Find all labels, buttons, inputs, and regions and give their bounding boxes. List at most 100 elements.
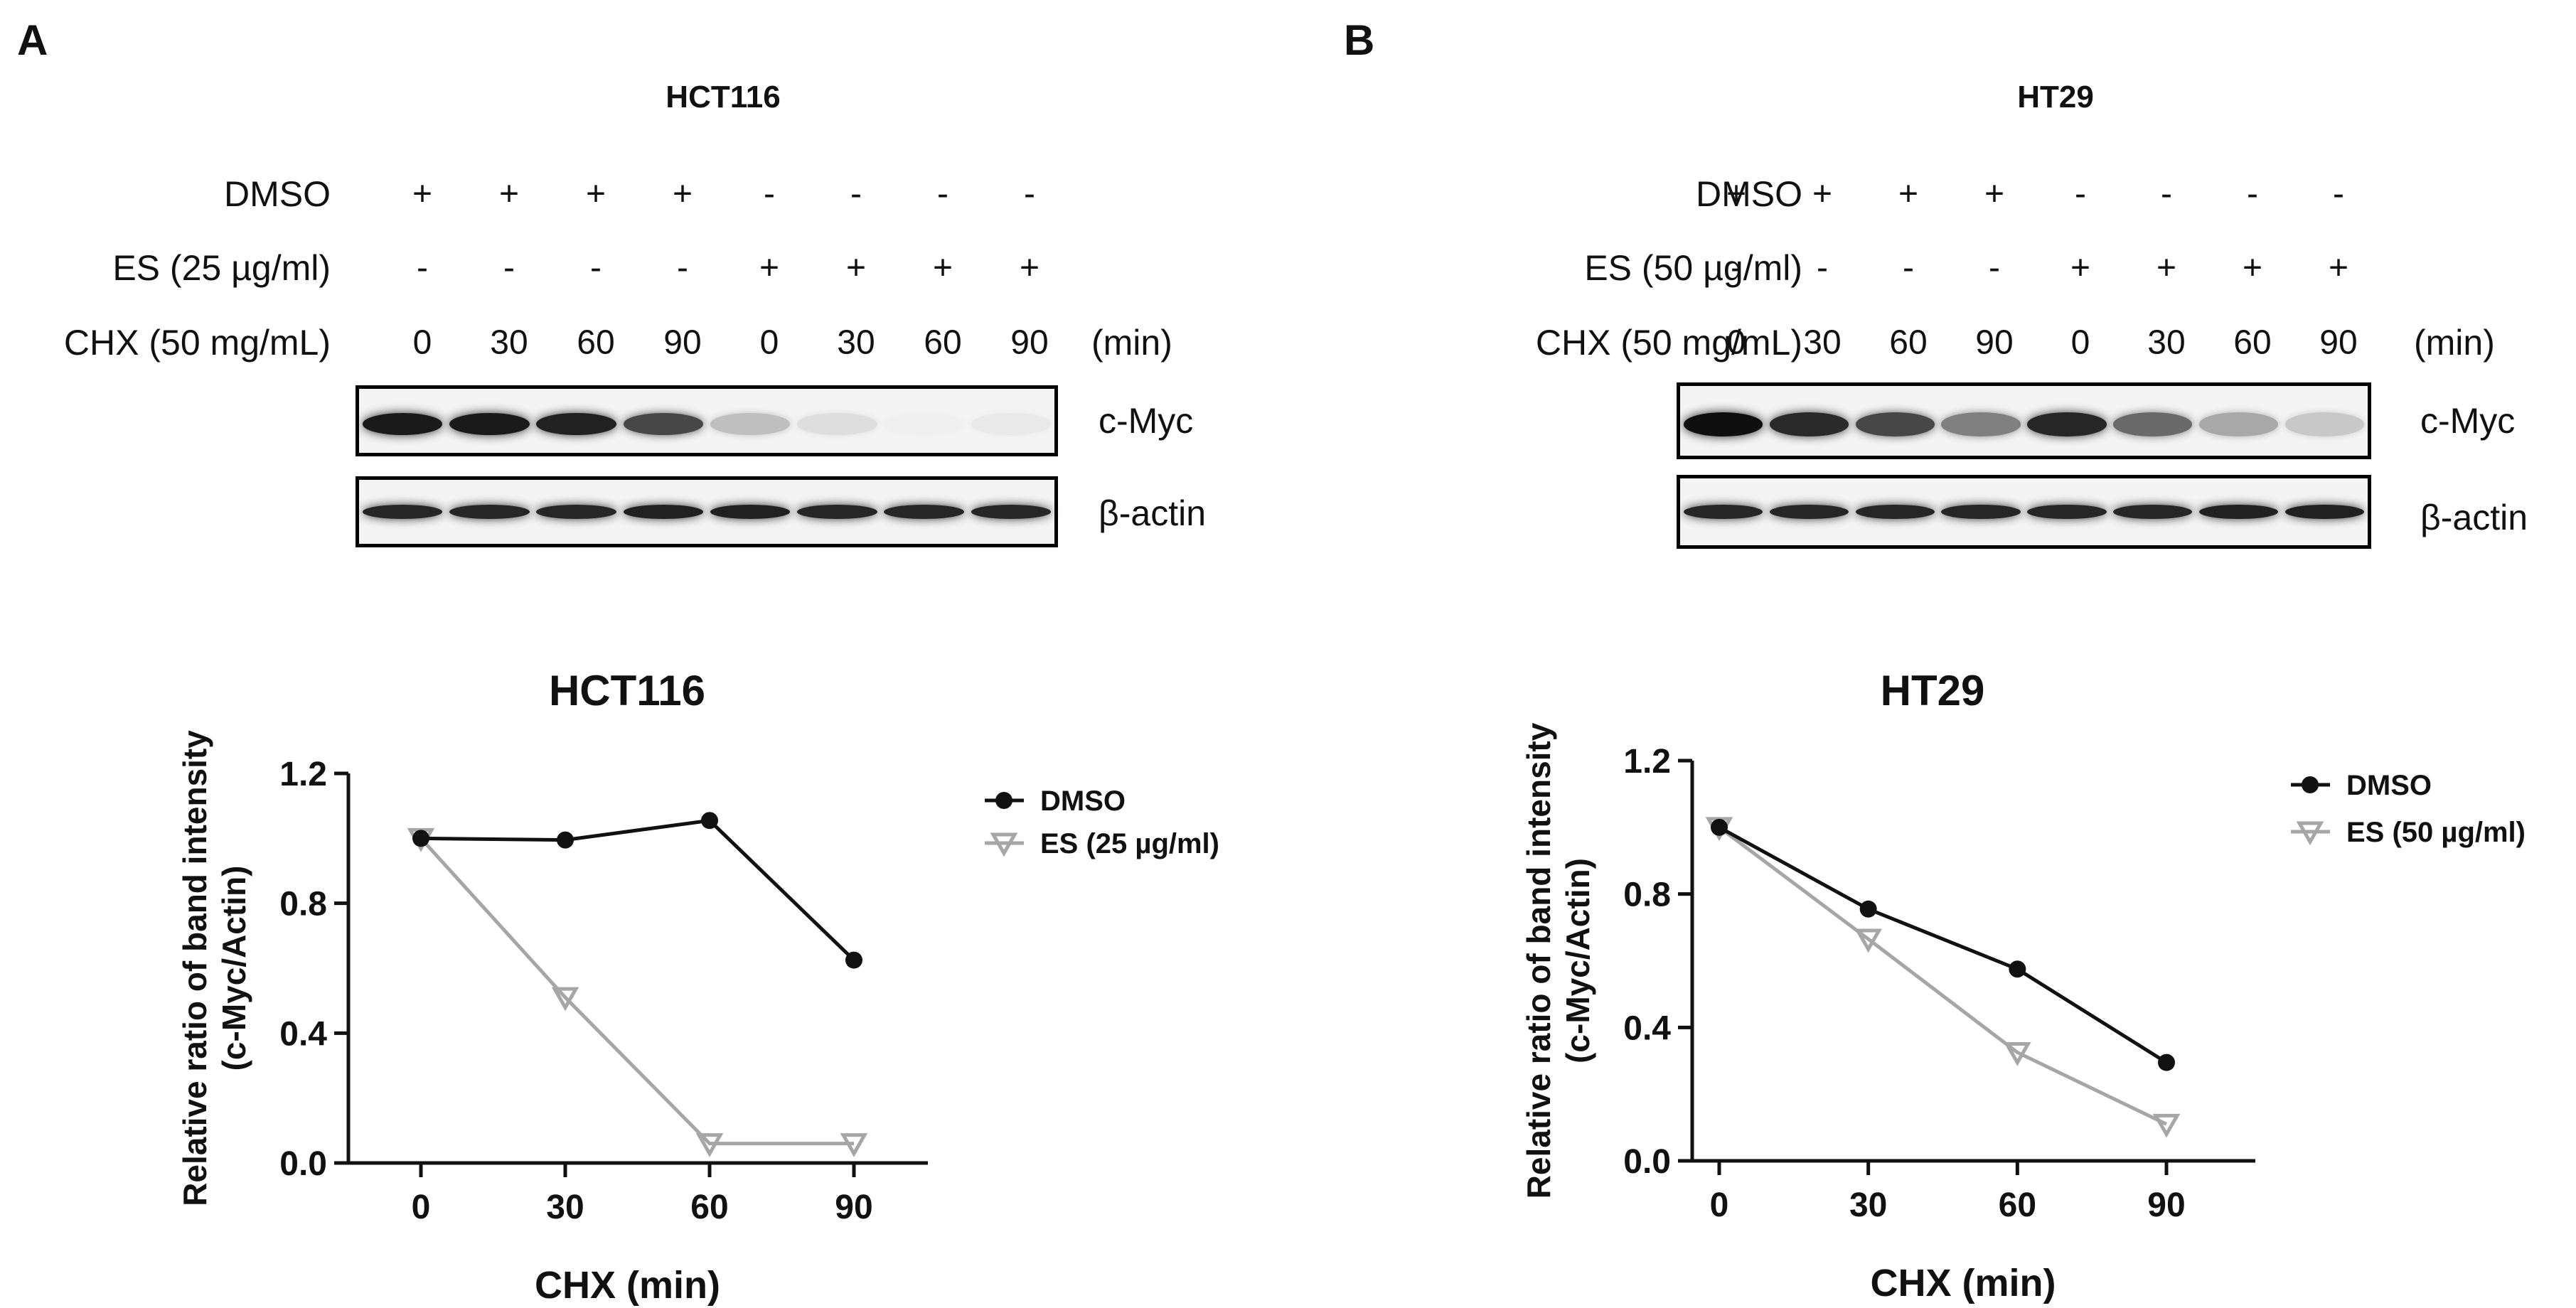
minus-sign: - [417,249,428,287]
plus-sign: + [1984,175,2005,213]
minus-sign: - [2075,175,2086,213]
time-point-label: 30 [1803,323,1842,362]
y-tick-label: 1.2 [1623,743,1671,781]
legend-marker-circle [2302,776,2319,793]
time-unit: (min) [2414,323,2495,363]
hct116-line-chart: HCT116 0.0 0.4 0.8 1.2 0 30 60 90 CHX (min) Relati… [176,667,1219,1307]
legend-label: DMSO [1040,786,1126,817]
plus-sign: + [412,175,433,213]
time-point-label: 30 [837,323,875,362]
plus-sign: + [845,249,867,287]
actin-blot [356,476,1058,547]
legend-label: DMSO [2346,770,2432,801]
time-point-label: 30 [2147,323,2186,362]
blot-band [2199,504,2279,520]
blot-band [1855,504,1935,520]
x-tick-label: 30 [1849,1186,1887,1224]
time-point-label: 60 [924,323,962,362]
blot-label-cmyc: c-Myc [2420,401,2516,441]
x-tick-label: 0 [1710,1186,1729,1224]
y-tick-label: 0.8 [1623,877,1671,914]
blot-band [449,413,530,435]
chart-title: HT29 [1881,667,1985,714]
x-tick-label: 30 [546,1189,584,1226]
blot-band [1769,412,1849,436]
blot-label-cmyc: c-Myc [1099,401,1194,441]
plus-sign: + [932,249,953,287]
panel-letter: A [17,16,48,64]
legend-marker-circle [995,792,1012,809]
legend-label: ES (50 µg/ml) [2346,817,2526,848]
blot-band [623,413,704,435]
plus-sign: + [498,175,520,213]
blot-band [797,413,877,435]
minus-sign: - [850,175,862,213]
minus-sign: - [503,249,515,287]
plus-sign: + [585,175,606,213]
time-point-label: 90 [663,323,702,362]
y-axis-label: Relative ratio of band intensity [1520,722,1557,1199]
minus-sign: - [764,175,775,213]
blot-band [710,505,791,519]
blot-band [2027,504,2107,520]
x-tick-label: 60 [1999,1186,2036,1224]
panel-a: A HCT116 DMSO ES (25 µg/ml) CHX (50 mg/m… [17,16,1219,1307]
data-point-es [2152,1113,2181,1138]
row-label-chx: CHX (50 mg/mL) [63,323,331,363]
data-point-dmso [2158,1054,2175,1071]
plus-sign: + [1019,249,1040,287]
row-label-es: ES (25 µg/ml) [112,248,331,288]
data-point-es [1854,928,1882,953]
plus-sign: + [1898,175,1919,213]
plus-sign: + [2156,249,2177,287]
time-point-label: 60 [1889,323,1928,362]
blot-band [710,413,791,435]
time-point-label: 90 [2319,323,2358,362]
plus-sign: + [672,175,693,213]
legend-label: ES (25 µg/ml) [1040,828,1219,859]
time-point-label: 30 [490,323,528,362]
y-tick-label: 0.0 [1623,1143,1671,1181]
data-point-es [2004,1042,2031,1066]
y-tick-label: 0.8 [279,886,327,923]
blot-band [797,505,877,519]
blot-band [2113,504,2193,520]
row-label-chx: CHX (50 mg/mL) [1535,323,1802,363]
time-point-label: 60 [2233,323,2272,362]
blot-label-actin: β-actin [2420,498,2528,537]
blot-band [1941,412,2021,436]
plus-sign: + [2070,249,2091,287]
x-tick-label: 90 [835,1189,872,1226]
y-axis-label-units: (c-Myc/Actin) [1559,858,1596,1063]
blot-label-actin: β-actin [1099,493,1207,533]
plus-sign: + [1726,175,1747,213]
minus-sign: - [1903,249,1914,287]
plus-sign: + [2328,249,2349,287]
x-tick-label: 60 [690,1189,728,1226]
minus-sign: - [1989,249,2000,287]
blot-band [536,413,616,435]
x-axis-label: CHX (min) [1871,1262,2056,1304]
blot-band [536,505,616,519]
data-point-dmso [557,831,574,849]
y-tick-label: 1.2 [279,756,327,793]
blot-band [1855,412,1935,436]
data-point-dmso [701,812,718,830]
blot-band [2284,412,2365,436]
blot-band [2027,412,2107,436]
blot-band [884,413,964,435]
blot-band [1769,504,1849,520]
x-tick-label: 90 [2147,1186,2185,1224]
plus-sign: + [1812,175,1833,213]
time-point-label: 0 [759,323,779,362]
blot-band [449,505,530,519]
minus-sign: - [2161,175,2172,213]
blot-band [362,505,443,519]
series-line-es [1718,825,2168,1126]
data-point-es [695,1133,724,1157]
series-line-es [419,837,854,1146]
blot-band [971,505,1052,519]
cell-line-title: HCT116 [666,80,781,114]
y-tick-label: 0.4 [1623,1009,1671,1047]
row-label-dmso: DMSO [224,174,331,214]
